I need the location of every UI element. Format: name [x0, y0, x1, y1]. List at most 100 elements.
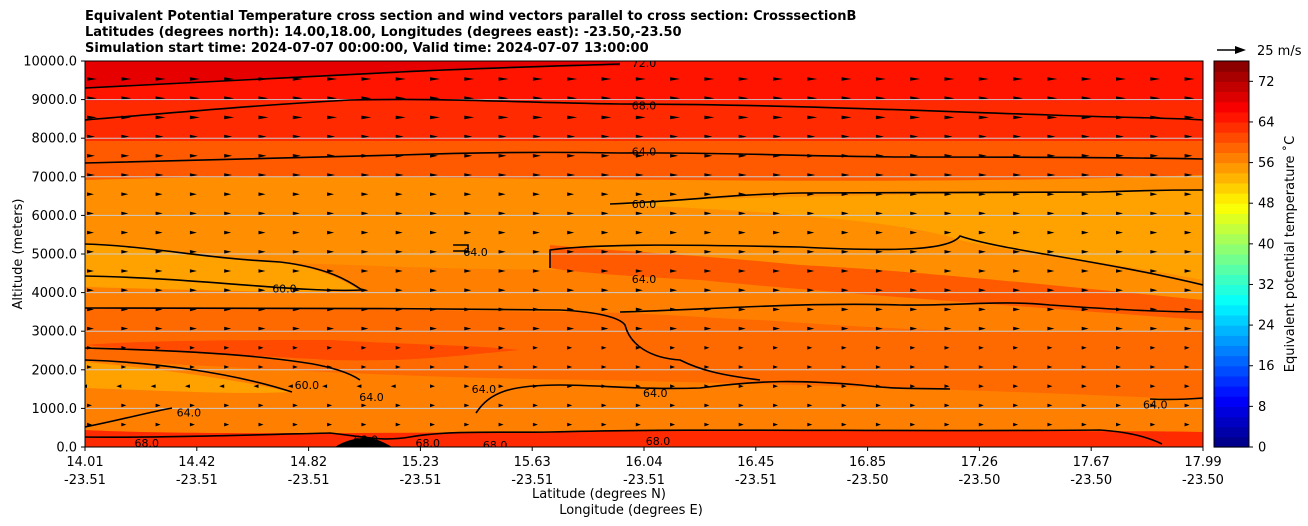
wind-vector — [155, 326, 163, 331]
wind-vector — [567, 403, 573, 408]
wind-vector — [978, 115, 989, 120]
wind-vector — [1013, 365, 1019, 369]
wind-vector — [1081, 134, 1090, 139]
colorbar-segments — [1214, 61, 1249, 448]
wind-vector — [978, 250, 986, 254]
wind-vector — [601, 288, 609, 292]
wind-vector — [224, 346, 230, 350]
wind-vector — [1116, 77, 1126, 81]
wind-vector — [292, 115, 303, 120]
wind-vector — [773, 326, 780, 331]
wind-vector — [773, 115, 783, 120]
wind-vector — [704, 269, 712, 273]
wind-vector — [224, 154, 233, 158]
wind-vector — [910, 230, 918, 235]
wind-vector — [1150, 365, 1156, 369]
colorbar-segment — [1214, 254, 1249, 265]
colorbar-segment — [1214, 386, 1249, 397]
wind-vector — [189, 173, 198, 177]
wind-vector — [978, 288, 986, 292]
wind-vector — [807, 211, 815, 216]
wind-vector — [738, 230, 746, 235]
y-tick-label: 0.0 — [56, 441, 77, 456]
wind-vector — [1013, 250, 1021, 254]
wind-vector — [944, 403, 950, 408]
wind-vector — [155, 288, 163, 292]
wind-vector — [498, 403, 504, 408]
contour-label: 64.0 — [463, 246, 488, 259]
wind-vector — [910, 403, 916, 408]
wind-vector — [1047, 192, 1055, 196]
colorbar-segment — [1214, 335, 1249, 347]
wind-vector — [395, 211, 403, 216]
wind-vector — [704, 422, 710, 427]
wind-vector — [361, 192, 369, 196]
wind-vector — [532, 154, 541, 158]
wind-vector — [292, 250, 300, 254]
wind-vector — [1047, 173, 1056, 177]
colorbar-segment — [1214, 426, 1249, 438]
wind-vector — [87, 115, 97, 120]
wind-vector — [189, 422, 195, 427]
wind-vector — [224, 115, 235, 120]
wind-vector — [841, 403, 847, 408]
wind-vector — [841, 422, 847, 427]
wind-vector — [704, 288, 712, 292]
wind-vector — [601, 326, 609, 331]
colorbar-segment — [1214, 101, 1249, 113]
title-line-1: Equivalent Potential Temperature cross s… — [85, 9, 857, 24]
wind-vector — [327, 77, 338, 81]
wind-vector — [738, 326, 746, 331]
wind-vector — [224, 250, 232, 254]
wind-vector — [875, 346, 881, 350]
contour-label: 64.0 — [359, 391, 384, 404]
wind-vector — [875, 269, 883, 273]
wind-vector — [532, 211, 540, 216]
wind-vector — [773, 134, 781, 139]
wind-vector — [498, 422, 504, 427]
wind-vector — [189, 154, 198, 158]
wind-vector — [978, 77, 989, 81]
wind-vector — [567, 134, 576, 139]
colorbar-segment — [1214, 223, 1249, 235]
wind-vector — [532, 326, 540, 331]
wind-vector — [944, 365, 950, 369]
wind-vector — [910, 115, 921, 120]
wind-vector — [224, 211, 232, 216]
wind-vector — [738, 288, 746, 292]
wind-vector — [1081, 77, 1092, 81]
wind-vector — [498, 346, 504, 350]
wind-vector — [498, 134, 507, 139]
colorbar-segment — [1214, 345, 1249, 357]
wind-vector — [567, 115, 578, 120]
contour-label: 64.0 — [1143, 399, 1168, 412]
colorbar-segment — [1214, 264, 1249, 275]
wind-vector — [327, 115, 338, 120]
wind-vector — [430, 77, 440, 81]
colorbar-segment — [1214, 193, 1249, 204]
wind-vector — [773, 230, 780, 235]
wind-vector — [327, 326, 335, 331]
wind-vector — [601, 250, 609, 254]
wind-vector — [430, 230, 437, 235]
wind-vector — [258, 154, 267, 158]
y-tick-label: 10000.0 — [23, 55, 77, 70]
wind-vector — [1184, 77, 1195, 81]
contour-labels: 72.0 68.0 64.0 60.0 64.0 60.0 64.0 60.0 … — [135, 61, 1168, 447]
wind-vector — [224, 288, 232, 292]
wind-vector — [224, 134, 233, 139]
wind-vector — [601, 211, 609, 216]
wind-vector — [670, 230, 678, 235]
wind-vector — [532, 134, 541, 139]
colorbar-tick-label: 8 — [1258, 400, 1266, 415]
wind-vector — [704, 403, 710, 408]
wind-vector — [498, 288, 506, 292]
x-tick-lon: -23.50 — [847, 473, 889, 488]
colorbar-segment — [1214, 213, 1249, 225]
contour-64-sw — [85, 407, 173, 428]
x-tick-lat: 17.99 — [1184, 455, 1221, 470]
wind-vector — [395, 269, 403, 273]
wind-vector — [1184, 211, 1192, 216]
x-axis-label-latitude: Latitude (degrees N) — [532, 487, 666, 502]
wind-vector — [87, 365, 92, 369]
